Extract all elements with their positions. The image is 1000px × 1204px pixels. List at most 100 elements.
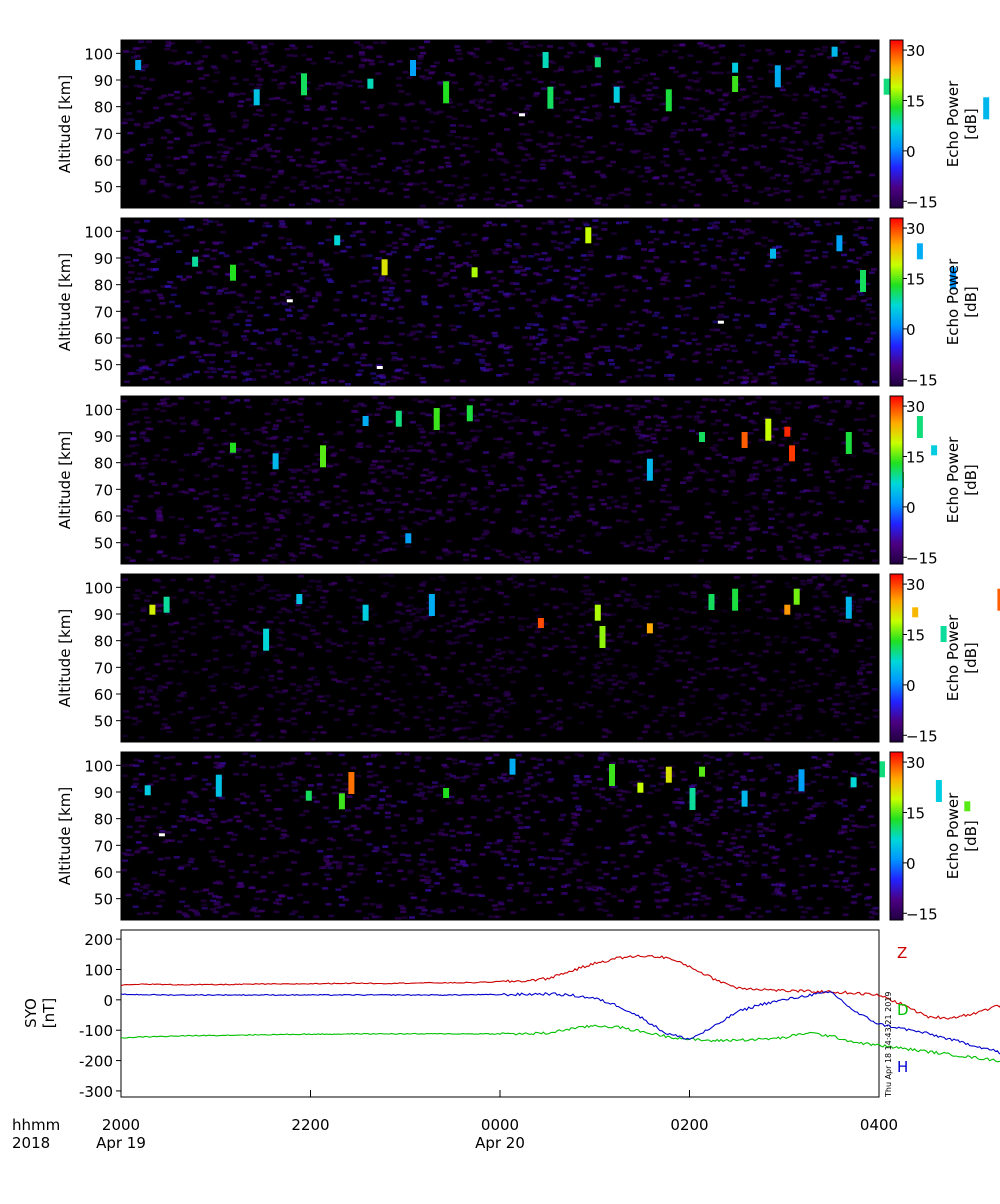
colorbar-tick-label: 15 — [906, 626, 925, 644]
y-axis-label: Altitude [km] — [56, 609, 74, 707]
echo-mark — [666, 767, 672, 783]
echo-mark — [434, 408, 440, 430]
echo-mark — [192, 257, 198, 267]
echo-mark — [595, 57, 601, 67]
echo-mark — [794, 589, 800, 605]
plot-stamp: Thu Apr 18 14:43:21 2019 — [884, 991, 893, 1098]
colorbar-label: Echo Power — [944, 614, 962, 701]
echo-mark — [538, 618, 544, 628]
echo-mark — [254, 89, 260, 105]
colorbar-tick-label: 15 — [906, 270, 925, 288]
echo-mark — [846, 432, 852, 454]
echo-mark — [775, 65, 781, 87]
colorbar-unit: [dB] — [962, 820, 980, 852]
x-tick-label: 2200 — [291, 1116, 329, 1134]
y-tick-label: 80 — [94, 811, 113, 829]
mag-y-tick-label: 0 — [103, 992, 113, 1010]
echo-mark — [443, 81, 449, 103]
x-tick-label: 0400 — [860, 1116, 898, 1134]
echo-mark — [690, 788, 696, 810]
colorbar-tick-label: −15 — [906, 193, 938, 211]
echo-mark — [164, 597, 170, 613]
y-tick-label: 60 — [94, 686, 113, 704]
y-tick-label: 70 — [94, 125, 113, 143]
echo-mark — [699, 767, 705, 777]
colorbar-tick-label: 30 — [906, 576, 925, 594]
mag-y-tick-label: -200 — [79, 1053, 113, 1071]
colorbar — [890, 396, 903, 564]
y-tick-label: 80 — [94, 99, 113, 117]
echo-mark — [851, 777, 857, 787]
colorbar-tick-label: 0 — [906, 855, 916, 873]
echo-mark — [334, 235, 340, 245]
echo-mark — [609, 764, 615, 786]
echo-mark — [917, 243, 923, 259]
echo-mark — [647, 623, 653, 633]
colorbar-unit: [dB] — [962, 286, 980, 318]
y-tick-label: 50 — [94, 535, 113, 553]
x-tick-label: 0000 — [481, 1116, 519, 1134]
colorbar-label: Echo Power — [944, 792, 962, 879]
echo-mark — [879, 761, 885, 777]
colorbar-label: Echo Power — [944, 80, 962, 167]
echo-mark — [467, 405, 473, 421]
echo-mark — [884, 79, 890, 95]
y-tick-label: 90 — [94, 784, 113, 802]
echo-mark — [799, 769, 805, 791]
x-date-label: Apr 20 — [475, 1134, 525, 1152]
series-label-H: H — [897, 1058, 908, 1076]
mag-y-label: SYO — [22, 998, 40, 1028]
echo-mark — [339, 793, 345, 809]
echo-mark — [348, 772, 354, 794]
y-tick-label: 70 — [94, 303, 113, 321]
colorbar — [890, 574, 903, 742]
mag-y-unit: [nT] — [40, 998, 58, 1028]
echo-mark — [784, 605, 790, 615]
series-label-Z: Z — [897, 944, 907, 962]
colorbar-tick-label: 30 — [906, 220, 925, 238]
echo-mark — [410, 60, 416, 76]
echo-mark — [519, 113, 525, 116]
x-tick-label: 0200 — [670, 1116, 708, 1134]
echo-mark — [647, 459, 653, 481]
colorbar-tick-label: 15 — [906, 92, 925, 110]
echo-mark — [367, 79, 373, 89]
echo-mark — [382, 259, 388, 275]
echo-mark — [145, 785, 151, 795]
echo-mark — [836, 235, 842, 251]
echo-mark — [159, 833, 165, 836]
y-tick-label: 80 — [94, 633, 113, 651]
mag-y-tick-label: 200 — [84, 931, 113, 949]
colorbar-tick-label: 0 — [906, 499, 916, 517]
echo-mark — [699, 432, 705, 442]
echo-mark — [765, 419, 771, 441]
y-tick-label: 100 — [84, 757, 113, 775]
mag-y-tick-label: -100 — [79, 1022, 113, 1040]
echo-mark — [320, 445, 326, 467]
echo-mark — [936, 780, 942, 802]
echo-mark — [983, 97, 989, 119]
echo-mark — [860, 270, 866, 292]
echo-mark — [789, 445, 795, 461]
echo-mark — [287, 299, 293, 302]
y-tick-label: 50 — [94, 357, 113, 375]
y-axis-label: Altitude [km] — [56, 253, 74, 351]
panel-background — [121, 218, 879, 386]
echo-mark — [912, 607, 918, 617]
echo-mark — [742, 432, 748, 448]
colorbar-tick-label: 30 — [906, 42, 925, 60]
y-axis-label: Altitude [km] — [56, 75, 74, 173]
echo-mark — [784, 427, 790, 437]
echo-mark — [846, 597, 852, 619]
y-tick-label: 90 — [94, 428, 113, 446]
colorbar-tick-label: 30 — [906, 398, 925, 416]
colorbar-label: Echo Power — [944, 258, 962, 345]
echo-mark — [405, 533, 411, 543]
echo-mark — [666, 89, 672, 111]
y-tick-label: 90 — [94, 606, 113, 624]
colorbar-tick-label: 30 — [906, 754, 925, 772]
